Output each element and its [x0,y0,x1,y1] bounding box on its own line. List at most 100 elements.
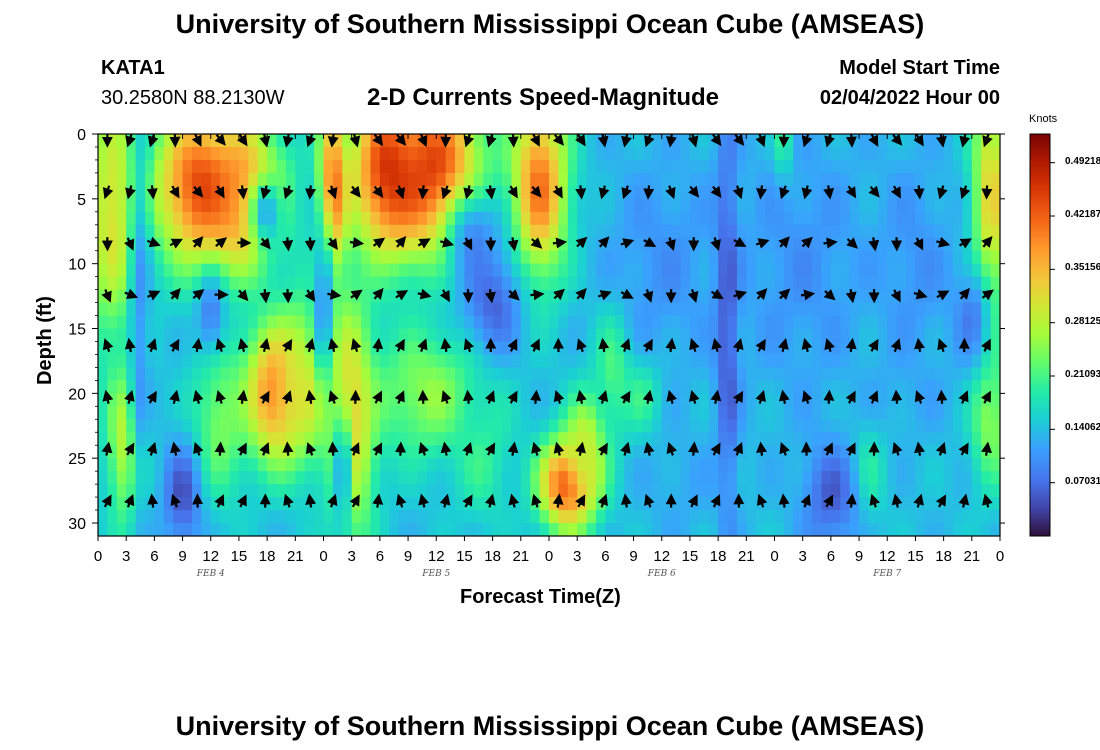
heat-cell [577,198,588,213]
colorbar-ticks [1050,162,1055,484]
heat-cell [661,406,672,420]
heat-cell [549,523,559,536]
heat-cell [323,146,334,161]
heat-cell [135,134,146,148]
heat-cell [896,159,907,174]
heat-cell [915,523,926,536]
heat-cell [116,315,127,330]
heat-cell [342,185,353,200]
heat-cell [285,315,296,330]
heat-cell [718,393,729,407]
heat-cell [464,406,475,420]
current-arrow [463,185,475,200]
heat-cell [915,276,926,291]
current-arrow [643,441,655,456]
heat-cell [868,523,879,536]
heat-cell [182,367,193,381]
current-arrow [282,134,294,148]
heat-cell [511,224,522,239]
current-arrow [689,389,700,404]
heat-cell [135,458,146,472]
heat-cell [896,419,907,433]
heat-cell [877,380,888,394]
heat-cell [173,250,184,265]
heat-cell [558,198,569,213]
heat-cell [116,523,127,536]
heat-cell [116,432,127,446]
current-arrow [642,389,654,404]
x-tick-label: 15 [456,548,473,565]
heat-cell [351,211,362,226]
heat-cell [107,276,118,291]
current-arrow [936,290,950,301]
heat-cell [577,380,588,394]
current-arrow [981,441,992,456]
x-tick-label: 15 [907,548,924,565]
current-arrow [643,185,655,200]
heat-cell [191,510,202,524]
heat-cell [332,159,343,174]
current-arrow [666,389,678,404]
heat-cell [163,159,174,174]
heat-cell [906,185,917,200]
heat-cell [680,354,691,369]
heat-cell [877,497,888,511]
heat-cell [614,276,625,291]
current-arrow [418,441,430,456]
heat-cell [173,263,184,278]
heat-cell [483,263,494,278]
heat-cell [708,354,719,369]
heat-cell [314,159,325,174]
heat-cell [746,367,757,381]
heat-cell [577,224,588,239]
heat-cell [107,484,118,498]
heat-cell [906,380,917,394]
heat-cell [426,302,437,317]
heat-cell [248,510,259,524]
current-arrow [710,442,721,456]
current-arrow [507,441,519,456]
heat-cell [342,289,353,304]
heat-cell [727,406,738,420]
heat-cell [248,134,259,148]
heat-cell [595,432,606,446]
heat-cell [248,380,259,394]
heat-cell [783,484,794,498]
heat-cell [483,250,494,265]
heat-cell [539,315,550,330]
current-arrow [372,337,384,353]
heat-cell [332,484,343,498]
heat-cell [135,263,146,278]
current-arrow [937,338,948,353]
heat-cell [830,445,841,459]
heat-cell [558,172,569,187]
colorbar-tick-label: 0.07031 [1065,475,1100,487]
heat-cell [962,523,973,536]
heat-cell [680,458,691,472]
heat-cell [661,211,672,226]
heat-cell [802,198,813,213]
current-arrow [486,134,497,148]
current-arrow [169,389,180,404]
heat-cell [539,237,550,252]
heat-cell [727,445,738,459]
current-arrow [597,290,612,301]
heat-cell [182,510,193,524]
heat-cell [408,341,419,356]
heat-cell [934,315,945,330]
current-arrow [326,493,338,508]
current-arrow [665,237,676,252]
heat-cell [849,354,860,369]
heat-cell [135,198,146,213]
heat-cell [173,198,184,213]
heat-cell [248,393,259,407]
heat-cell [135,289,146,304]
heat-cell [107,172,118,187]
heat-cell [877,289,888,304]
heat-cell [267,458,278,472]
heat-cell [830,510,841,524]
heat-cell [511,328,522,343]
heat-cell [173,510,184,524]
heat-cell [201,159,212,174]
heat-cell [736,458,747,472]
